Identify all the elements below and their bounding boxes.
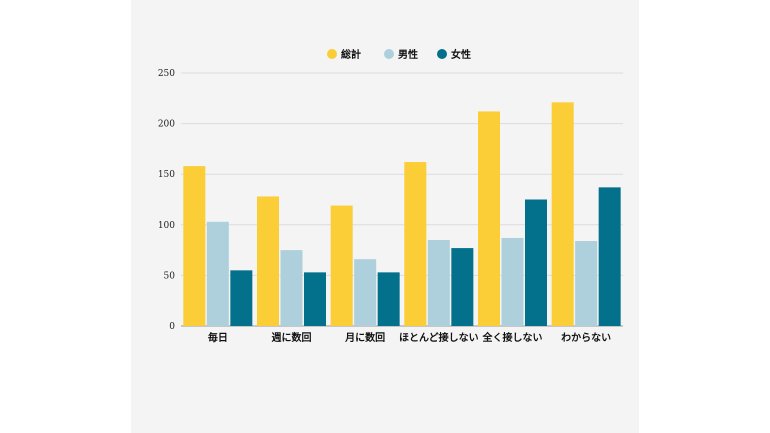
bar-0-3 xyxy=(404,162,427,326)
x-axis-categories: 毎日 週に数回 月に数回 ほとんど接しない 全く接しない わからない xyxy=(208,331,611,344)
y-tick-label: 100 xyxy=(158,221,175,231)
y-axis-ticks: 0 50 100 150 200 250 xyxy=(158,69,175,332)
bar-1-3 xyxy=(427,239,450,326)
bar-1-2 xyxy=(354,259,377,326)
bar-2-5 xyxy=(598,187,621,326)
category-label: わからない xyxy=(561,332,611,344)
bar-2-2 xyxy=(377,272,400,326)
y-tick-label: 200 xyxy=(158,120,175,130)
legend-label: 男性 xyxy=(398,48,418,61)
category-label: 全く接しない xyxy=(482,331,543,344)
legend: 総計 男性 女性 xyxy=(327,48,471,61)
legend-swatch xyxy=(327,49,337,59)
legend-label: 総計 xyxy=(341,48,361,61)
bar-2-3 xyxy=(451,248,474,326)
bar-0-5 xyxy=(551,102,574,327)
y-tick-label: 50 xyxy=(164,271,176,281)
legend-swatch xyxy=(437,49,447,59)
category-label: 月に数回 xyxy=(344,331,385,344)
bar-1-1 xyxy=(280,250,303,326)
category-label: 週に数回 xyxy=(272,331,312,344)
y-tick-label: 250 xyxy=(158,69,175,79)
bars xyxy=(183,102,621,327)
bar-0-0 xyxy=(183,166,206,326)
y-tick-label: 0 xyxy=(169,322,175,332)
bar-2-4 xyxy=(525,199,547,326)
bar-0-2 xyxy=(330,205,353,326)
bar-0-1 xyxy=(257,196,279,326)
bar-0-4 xyxy=(478,111,500,327)
legend-label: 女性 xyxy=(451,48,471,61)
bar-1-4 xyxy=(501,237,524,326)
category-label: ほとんど接しない xyxy=(399,331,479,344)
gridlines xyxy=(181,72,623,327)
y-tick-label: 150 xyxy=(158,170,175,180)
bar-2-1 xyxy=(304,272,326,326)
bar-1-0 xyxy=(206,221,229,326)
category-label: 毎日 xyxy=(208,331,228,344)
bar-1-5 xyxy=(575,240,598,326)
bar-2-0 xyxy=(230,270,253,326)
legend-swatch xyxy=(384,49,394,59)
